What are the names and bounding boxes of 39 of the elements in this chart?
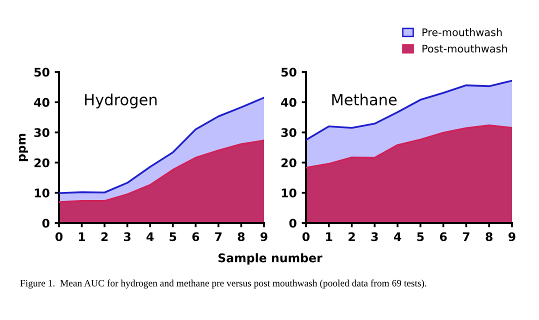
x-tick-label: 3 — [124, 232, 130, 242]
x-tick-label: 1 — [326, 232, 332, 241]
legend-label: Post-mouthwash — [422, 44, 507, 53]
y-tick-label: 30 — [34, 128, 50, 138]
y-tick-label: 20 — [281, 158, 296, 168]
x-tick-label: 2 — [348, 232, 355, 241]
x-tick-label: 3 — [371, 232, 378, 242]
y-tick-label: 50 — [281, 68, 296, 77]
text: Hydrogen — [85, 94, 157, 108]
x-tick-label: 9 — [260, 232, 268, 242]
x-tick-label: 0 — [302, 232, 310, 242]
x-tick-label: 1 — [79, 232, 86, 241]
x-tick-label: 5 — [170, 232, 176, 242]
y-tick-label: 50 — [34, 68, 50, 77]
y-tick-label: 10 — [282, 188, 296, 198]
x-tick-label: 2 — [101, 232, 108, 241]
x-tick-label: 4 — [394, 232, 402, 241]
x-axis-title: Sample number — [218, 253, 322, 265]
y-tick-label: 10 — [34, 188, 50, 198]
y-tick-label: 0 — [289, 218, 296, 228]
caption: Figure 1. Mean AUC for hydrogen and methane pre versus post mouthwash (pooled data from 69 tests). — [20, 280, 426, 288]
y-tick-label: 40 — [281, 98, 296, 107]
text: Methane — [332, 94, 397, 106]
x-tick-label: 7 — [462, 232, 470, 241]
x-tick-label: 7 — [215, 232, 222, 241]
x-tick-label: 6 — [192, 232, 200, 242]
x-tick-label: 6 — [440, 232, 447, 242]
x-tick-label: 0 — [55, 232, 63, 242]
x-tick-label: 4 — [146, 232, 154, 241]
x-tick-label: 8 — [238, 232, 245, 242]
y-tick-label: 20 — [34, 158, 50, 168]
x-tick-label: 9 — [508, 232, 516, 242]
y-axis-title: ppm — [18, 134, 28, 162]
x-tick-label: 5 — [417, 232, 424, 242]
x-tick-label: 8 — [486, 232, 492, 242]
legend-label: Pre-mouthwash — [422, 28, 502, 36]
y-tick-label: 0 — [42, 218, 50, 228]
y-tick-label: 30 — [281, 128, 296, 138]
y-tick-label: 40 — [34, 98, 50, 107]
